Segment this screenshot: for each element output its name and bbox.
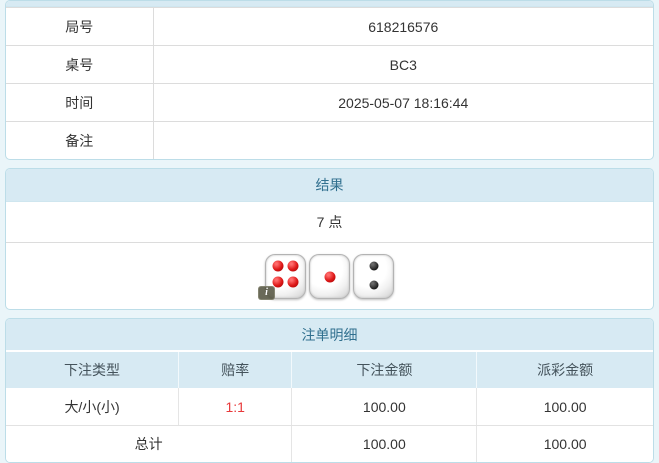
red-pip: [272, 260, 284, 272]
remark-label: 备注: [6, 122, 154, 159]
time-value: 2025-05-07 18:16:44: [338, 94, 469, 111]
bet-details-panel: 注单明细 下注类型 赔率 下注金额 派彩金额 大/小(小) 1:1 100.00…: [5, 318, 654, 463]
dice-row: i: [6, 242, 653, 309]
col-header-bet-amount: 下注金额: [291, 352, 476, 388]
info-row-round: 局号 618216576: [6, 7, 653, 45]
col-header-payout-amount: 派彩金额: [476, 352, 653, 388]
bet-table-header-row: 下注类型 赔率 下注金额 派彩金额: [6, 352, 653, 388]
table-row: 大/小(小) 1:1 100.00 100.00: [6, 388, 653, 425]
bet-details-title: 注单明细: [6, 319, 653, 352]
total-bet-amount: 100.00: [291, 426, 476, 462]
col-header-bet-type: 下注类型: [64, 362, 121, 378]
table-number-value: BC3: [389, 56, 417, 73]
die-1-value-4: i: [258, 253, 306, 300]
die-3-value-2: [353, 253, 394, 299]
payout-amount-value: 100.00: [476, 388, 653, 425]
bet-type-value: 大/小(小): [64, 398, 120, 415]
result-panel: 结果 7 点 i: [5, 168, 654, 310]
round-number-label: 局号: [6, 8, 154, 45]
remark-value: [154, 122, 653, 159]
game-info-panel: 局号 618216576 桌号 BC3 时间 2025-05-07 18:16:…: [5, 0, 654, 160]
black-pip: [369, 280, 378, 290]
bet-amount-value: 100.00: [291, 388, 476, 425]
red-pip: [287, 260, 299, 272]
total-payout-amount: 100.00: [476, 426, 653, 462]
game-info-panel-header: [6, 1, 653, 7]
black-pip: [369, 261, 378, 271]
time-label: 时间: [6, 84, 154, 121]
info-row-time: 时间 2025-05-07 18:16:44: [6, 83, 653, 121]
round-number-value: 618216576: [368, 18, 439, 35]
red-pip: [287, 276, 299, 288]
red-pip: [324, 271, 335, 283]
info-row-remark: 备注: [6, 121, 653, 159]
result-points: 7 点: [316, 214, 343, 230]
die-2-value-1: [309, 253, 350, 299]
red-pip: [272, 276, 284, 288]
total-label: 总计: [134, 436, 163, 452]
info-icon[interactable]: i: [258, 285, 275, 300]
odds-value: 1:1: [178, 388, 291, 425]
table-number-label: 桌号: [6, 46, 154, 83]
info-row-table: 桌号 BC3: [6, 45, 653, 83]
total-row: 总计 100.00 100.00: [6, 425, 653, 462]
col-header-odds: 赔率: [178, 352, 291, 388]
result-panel-title: 结果: [6, 169, 653, 202]
